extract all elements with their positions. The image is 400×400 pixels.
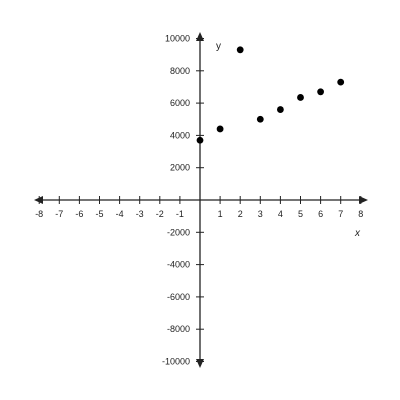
tick-labels: -8 -7 -6 -5 -4 -3 -2 -1 1 2 3 4 5 6 7 8 -10000 -8000 -6000… [35,34,363,367]
x-tick-label: -8 [35,209,43,219]
data-point [196,136,204,144]
y-tick-label: -8000 [167,324,190,334]
x-tick-label: 3 [258,209,263,219]
y-axis-arrow-down [196,359,204,368]
data-point [216,125,224,133]
x-tick-label: -3 [136,209,144,219]
x-tick-label: -2 [156,209,164,219]
y-tick-label: 8000 [170,66,190,76]
x-tick-label: -6 [75,209,83,219]
data-point [277,106,284,113]
x-tick-label: 1 [218,209,223,219]
x-tick-label: 7 [338,209,343,219]
y-tick-label: -4000 [167,260,190,270]
y-axis-arrow-up [196,32,204,41]
y-tick-label: 4000 [170,130,190,140]
x-tick-label: -7 [55,209,63,219]
x-axis-title: x [354,228,361,239]
data-point [317,88,324,96]
y-tick-label: -10000 [162,357,190,367]
x-tick-label: 6 [318,209,323,219]
y-tick-label: -6000 [167,292,190,302]
y-tick-label: 2000 [170,163,190,173]
y-axis-title: y [216,41,221,52]
data-points [196,46,345,144]
x-axis-arrow-left [34,196,43,204]
data-point [256,115,264,123]
x-tick-label: -1 [176,209,184,219]
y-tick-label: -2000 [167,227,190,237]
y-tick-label: 6000 [170,98,190,108]
x-tick-label: 4 [278,209,283,219]
y-tick-label: 10000 [165,34,190,44]
x-tick-label: 5 [298,209,303,219]
data-point [236,46,244,54]
axes [34,32,368,368]
x-tick-label: -4 [116,209,124,219]
x-tick-label: -5 [95,209,103,219]
axis-ticks [38,38,362,362]
x-tick-label: 8 [358,209,363,219]
x-tick-label: 2 [238,209,243,219]
data-point [297,94,304,101]
data-point [337,78,345,86]
